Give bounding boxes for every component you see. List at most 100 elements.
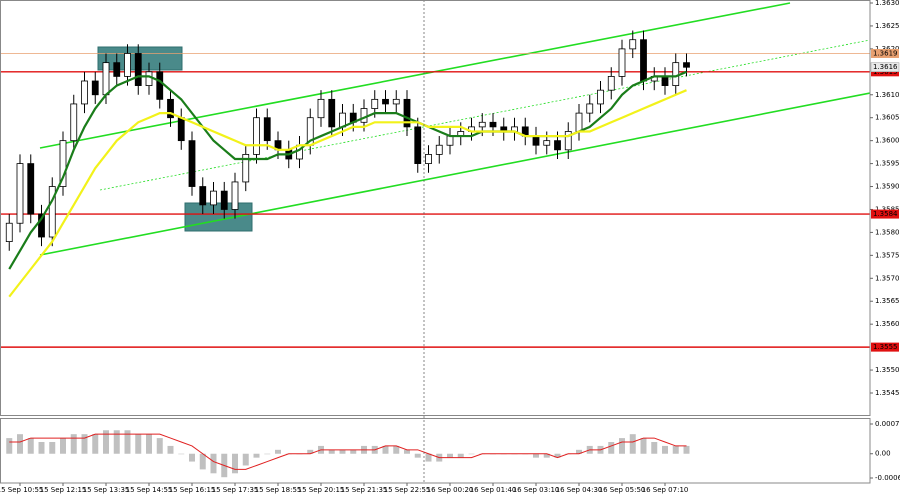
x-tick-label: 15 Sep 14:55 <box>126 486 173 494</box>
price-frame <box>0 0 871 416</box>
macd-bar <box>629 434 636 454</box>
x-tick-label: 16 Sep 04:30 <box>556 486 603 494</box>
x-tick-label: 15 Sep 17:35 <box>212 486 259 494</box>
x-tick-label: 16 Sep 00:20 <box>427 486 474 494</box>
macd-bar <box>38 442 45 454</box>
macd-bar <box>253 453 260 458</box>
macd-panel <box>6 430 690 478</box>
candle-body <box>188 140 196 187</box>
y-tick-label: 1.3605 <box>875 114 900 122</box>
macd-bar <box>189 453 195 462</box>
channel-lower <box>39 92 870 256</box>
candle-body <box>564 131 572 151</box>
y-tick-label: 1.3550 <box>875 366 900 374</box>
x-tick-label: 16 Sep 05:50 <box>599 486 646 494</box>
y-tick-label: 1.3620 <box>875 45 900 53</box>
macd-bar <box>135 434 142 454</box>
macd-bar <box>49 442 56 454</box>
macd-bar <box>242 453 249 466</box>
y-tick-label: 1.3565 <box>875 297 900 305</box>
macd-bar <box>113 430 120 454</box>
macd-bar <box>554 453 561 458</box>
candle-body <box>414 126 422 164</box>
y-tick-label: 1.3600 <box>875 137 900 145</box>
candle-body <box>554 140 561 151</box>
macd-bar <box>425 453 432 462</box>
candle-body <box>16 163 24 224</box>
macd-bar <box>576 449 582 454</box>
y-tick-label: 1.3575 <box>875 251 900 259</box>
channel-middle <box>99 39 870 191</box>
candle-body <box>532 135 540 146</box>
candle-body <box>640 39 647 82</box>
macd-bar <box>156 438 163 454</box>
macd-signal <box>9 433 687 470</box>
candle-body <box>242 154 250 183</box>
candle-body <box>38 213 45 238</box>
macd-frame <box>0 418 871 484</box>
y-tick-label: 1.3545 <box>875 389 900 397</box>
candle-body <box>543 140 551 146</box>
candle-body <box>435 144 443 155</box>
candle-body <box>91 80 99 96</box>
x-tick-label: 15 Sep 10:55 <box>0 486 43 494</box>
y-tick-label: 1.3595 <box>875 160 900 168</box>
y-tick-label: 1.3625 <box>875 22 900 30</box>
candle-body <box>382 98 389 105</box>
macd-bar <box>146 434 152 454</box>
macd-tick-label: 0.00 <box>875 450 891 458</box>
x-tick-label: 15 Sep 13:35 <box>83 486 130 494</box>
candle-body <box>27 163 35 215</box>
level-box <box>871 342 899 352</box>
x-tick-label: 16 Sep 03:10 <box>513 486 560 494</box>
macd-bar <box>232 453 238 474</box>
macd-tick-label: -0.00062 <box>875 474 900 482</box>
macd-bar <box>339 449 346 454</box>
candle-body <box>446 135 454 146</box>
macd-bar <box>468 453 475 455</box>
candle-body <box>317 98 325 119</box>
macd-bar <box>92 434 99 454</box>
y-tick-label: 1.3570 <box>875 274 900 282</box>
macd-bar <box>103 430 109 454</box>
x-tick-label: 15 Sep 20:15 <box>298 486 345 494</box>
y-tick-label: 1.3585 <box>875 205 900 213</box>
macd-bar <box>533 453 539 458</box>
candle-body <box>360 108 368 123</box>
candle-body <box>683 62 690 68</box>
macd-bar <box>651 442 658 454</box>
candle-body <box>113 62 121 77</box>
y-tick-label: 1.3590 <box>875 183 900 191</box>
x-tick-label: 15 Sep 21:35 <box>341 486 388 494</box>
candle-body <box>478 121 486 128</box>
candle-body <box>618 48 626 77</box>
candle-body <box>231 181 239 210</box>
macd-bar <box>328 449 335 454</box>
candle-body <box>145 71 153 86</box>
x-tick-label: 16 Sep 07:10 <box>642 486 689 494</box>
candle-body <box>263 117 271 142</box>
x-tick-label: 16 Sep 01:40 <box>470 486 517 494</box>
candle-body <box>597 89 604 105</box>
level-label: 1.3619 <box>873 49 898 57</box>
x-tick-label: 15 Sep 12:15 <box>40 486 87 494</box>
macd-bar <box>683 445 690 454</box>
macd-bar <box>382 445 389 454</box>
level-label: 1.3584 <box>873 210 898 218</box>
macd-bar <box>457 453 464 458</box>
candle-body <box>177 117 185 142</box>
candle-body <box>124 53 131 77</box>
macd-bar <box>393 445 400 454</box>
candle-body <box>425 154 432 164</box>
macd-bar <box>275 449 281 454</box>
candle-body <box>672 62 680 86</box>
candle-body <box>586 103 594 114</box>
candle-body <box>59 140 67 187</box>
candle-body <box>371 98 379 109</box>
macd-bar <box>264 453 271 455</box>
candle-body <box>102 62 110 96</box>
y-tick-label: 1.3580 <box>875 228 900 236</box>
candle-body <box>575 112 583 132</box>
